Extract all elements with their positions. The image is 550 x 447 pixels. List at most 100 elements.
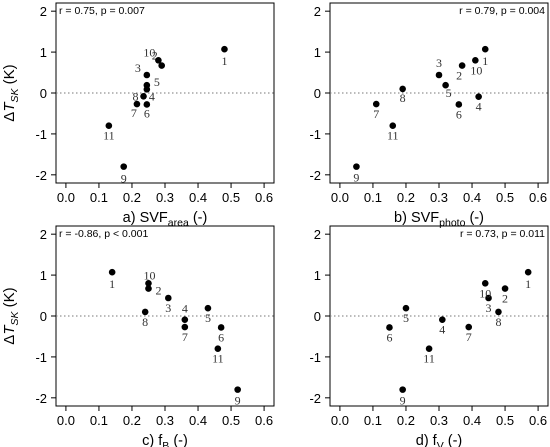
- panel-c-xtick-label: 0.6: [255, 413, 273, 428]
- panel-b-ytick-label: -2: [309, 168, 321, 183]
- panel-d-point-8: [495, 308, 502, 316]
- panel-d-point-label-7: 7: [466, 330, 472, 344]
- panel-c-point-label-8: 8: [142, 315, 148, 329]
- panel-d-xtick-label: 0.6: [529, 413, 547, 428]
- panel-c-point-4: [181, 316, 189, 323]
- panel-d-point-label-1: 1: [525, 277, 531, 291]
- panel-c-point-label-5: 5: [205, 311, 211, 325]
- panel-d-point-label-5: 5: [403, 311, 409, 325]
- panel-b-xtick-label: 0.1: [364, 190, 382, 205]
- panel-d-xtick-label: 0.2: [397, 413, 415, 428]
- panel-d-ytick-label: -1: [309, 350, 321, 365]
- panel-a-ytick-label: 2: [40, 4, 47, 19]
- panel-b-xtick-label: 0.6: [529, 190, 547, 205]
- panel-c-ytick-label: 0: [40, 309, 47, 324]
- panel-b-xtick-label: 0.5: [496, 190, 514, 205]
- panel-c-point-label-4: 4: [182, 302, 188, 316]
- panel-a-ytick-label: -1: [35, 127, 47, 142]
- panel-b-ytick-label: 0: [314, 86, 321, 101]
- panel-b-point-4: [475, 93, 482, 100]
- panel-b-xtick-label: 0.2: [397, 190, 415, 205]
- panel-a-point-label-5: 5: [154, 75, 160, 89]
- panel-c-point-2: [145, 285, 152, 292]
- panel-b-point-11: [389, 122, 397, 130]
- panel-b-point-label-6: 6: [456, 107, 462, 121]
- panel-b-xtick-label: 0.3: [430, 190, 448, 205]
- panel-c-point-label-10: 10: [143, 268, 155, 282]
- panel-b-xtick-label: 0.0: [331, 190, 349, 205]
- panel-a-point-6: [143, 101, 151, 108]
- panel-b-point-8: [399, 85, 406, 93]
- panel-a-point-11: [105, 122, 113, 130]
- panel-d-ytick-label: -2: [309, 391, 321, 406]
- panel-a-ytick-label: 0: [40, 86, 47, 101]
- panel-b-point-label-10: 10: [470, 63, 482, 77]
- panel-c-point-label-7: 7: [182, 330, 188, 344]
- panel-a-xtick-label: 0.0: [57, 190, 75, 205]
- panel-b-point-10: [472, 56, 479, 64]
- panel-c-point-label-2: 2: [155, 284, 161, 298]
- panel-b-point-2: [458, 62, 466, 69]
- panel-d-point-1: [524, 268, 532, 276]
- panel-a-point-7: [133, 100, 141, 108]
- panel-c-point-11: [214, 345, 222, 353]
- panel-c-point-label-1: 1: [109, 277, 115, 291]
- panel-a-xtick-label: 0.2: [123, 190, 141, 205]
- panel-d-xlabel: d) fV (-): [416, 433, 462, 447]
- panel-d-point-label-10: 10: [479, 286, 491, 300]
- panel-c-point-label-6: 6: [218, 330, 224, 344]
- panel-c-point-8: [141, 308, 149, 316]
- panel-b-point-label-7: 7: [373, 107, 379, 121]
- panel-a-xtick-label: 0.3: [156, 190, 174, 205]
- panel-a-ytick-label: -2: [35, 168, 47, 183]
- panel-a-xtick-label: 0.1: [90, 190, 108, 205]
- panel-b-point-label-11: 11: [387, 129, 399, 143]
- panel-d-point-label-11: 11: [423, 352, 435, 366]
- panel-c-point-3: [165, 294, 172, 302]
- panel-c-xtick-label: 0.1: [90, 413, 108, 428]
- panel-a-point-label-10: 10: [143, 45, 155, 59]
- panel-a-point-label-8: 8: [133, 89, 139, 103]
- panel-d-ytick-label: 1: [314, 268, 321, 283]
- panel-c-point-7: [181, 323, 189, 331]
- panel-d-point-4: [439, 316, 446, 323]
- panel-a-point-2: [158, 62, 165, 69]
- panel-b-point-1: [481, 45, 489, 53]
- panel-d-point-label-4: 4: [439, 323, 445, 337]
- panel-a-point-label-7: 7: [131, 106, 137, 120]
- panel-b-point-3: [435, 71, 443, 79]
- panel-d-point-7: [465, 323, 473, 331]
- panel-a-point-5: [143, 81, 151, 89]
- panel-b-point-5: [442, 81, 449, 89]
- panel-c-stat: r = -0.86, p < 0.001: [59, 228, 148, 240]
- panel-a-point-9: [120, 163, 128, 170]
- panel-d-point-3: [485, 294, 492, 302]
- panel-c-ytick-label: -1: [35, 350, 47, 365]
- panel-d-point-9: [399, 386, 406, 393]
- panel-c-xtick-label: 0.3: [156, 413, 174, 428]
- panel-b-point-label-5: 5: [446, 86, 452, 100]
- panel-d-point-2: [501, 285, 509, 292]
- panel-c-xlabel: c) fB (-): [142, 433, 188, 447]
- panel-a-point-8: [140, 92, 147, 100]
- panel-d-ytick-label: 2: [314, 227, 321, 242]
- panel-a-xtick-label: 0.6: [255, 190, 273, 205]
- panel-d-point-label-2: 2: [502, 292, 508, 306]
- panel-c-point-10: [145, 279, 152, 287]
- panel-d-point-label-6: 6: [386, 330, 392, 344]
- panel-a-point-label-2: 2: [152, 49, 158, 63]
- panel-b-point-label-9: 9: [353, 171, 359, 185]
- panel-a-point-label-4: 4: [149, 89, 155, 103]
- panel-a-xlabel: a) SVFarea (-): [123, 210, 208, 229]
- panel-c-ytick-label: -2: [35, 391, 47, 406]
- panel-d-xtick-label: 0.1: [364, 413, 382, 428]
- panel-a-xtick-label: 0.5: [222, 190, 240, 205]
- panel-d-point-label-9: 9: [400, 394, 406, 408]
- panel-a-stat: r = 0.75, p = 0.007: [59, 5, 145, 17]
- panel-c-point-1: [108, 268, 116, 276]
- panel-b-point-label-3: 3: [436, 56, 442, 70]
- panel-a-point-1: [221, 45, 228, 53]
- panel-d-stat: r = 0.73, p = 0.011: [460, 228, 545, 240]
- panel-b-xtick-label: 0.4: [463, 190, 481, 205]
